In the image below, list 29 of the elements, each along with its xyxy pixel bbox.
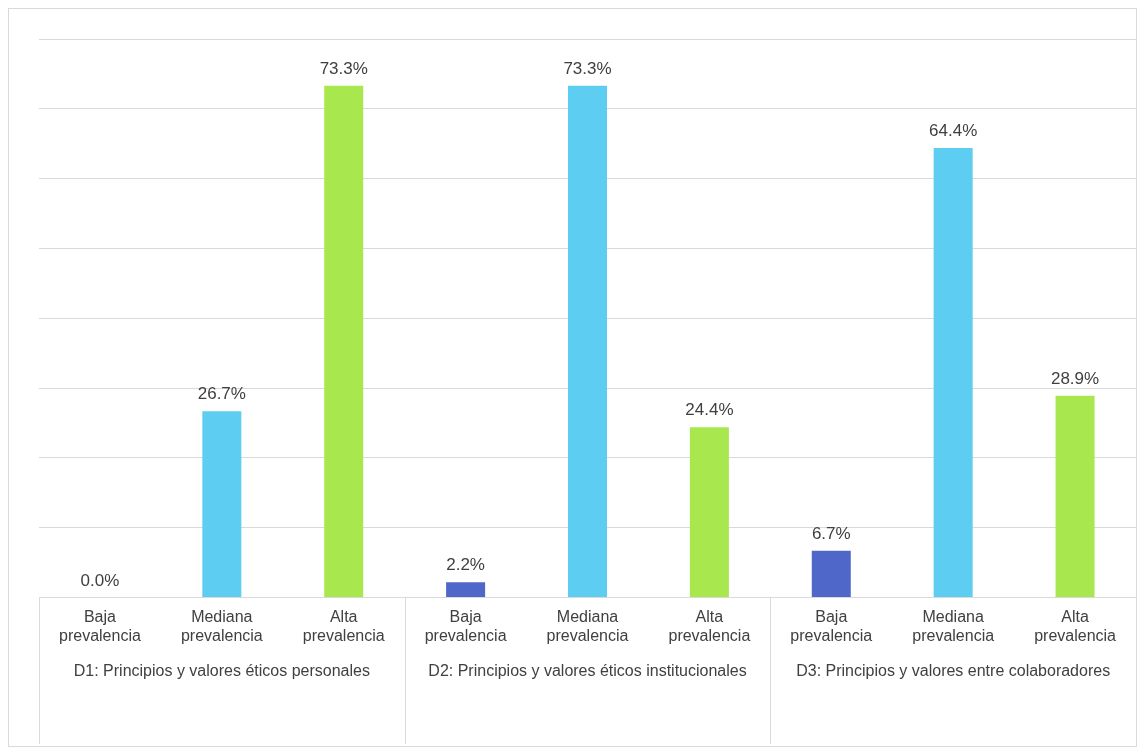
bar	[689, 427, 729, 598]
data-label: 28.9%	[1050, 368, 1100, 388]
bar	[811, 550, 851, 598]
bar	[933, 147, 973, 598]
data-label: 0.0%	[80, 570, 120, 590]
bar	[446, 582, 486, 598]
data-label: 24.4%	[685, 400, 734, 420]
data-label: 26.7%	[197, 384, 246, 404]
data-label: 64.4%	[929, 121, 978, 141]
text: D1: Principios y valores éticos personales	[73, 662, 370, 680]
x-tick-label: Alta prevalencia	[1034, 607, 1117, 644]
x-tick-label: Alta prevalencia	[302, 607, 385, 644]
x-tick-label: Mediana prevalencia	[180, 607, 263, 644]
x-tick-label: Mediana prevalencia	[912, 607, 995, 644]
x-tick-label: Baja prevalencia	[424, 607, 507, 644]
bar	[202, 411, 242, 598]
x-tick-label: Alta prevalencia	[668, 607, 751, 644]
bar	[324, 85, 364, 598]
data-label: 6.7%	[811, 524, 851, 543]
text: D2: Principios y valores éticos institucionales	[428, 662, 747, 680]
bar	[568, 85, 607, 598]
bar	[1055, 395, 1095, 598]
text: D3: Principios y valores entre colaboradores	[796, 662, 1111, 680]
data-label: 73.3%	[319, 58, 368, 78]
x-tick-label: Mediana prevalencia	[546, 607, 629, 644]
x-tick-label: Baja prevalencia	[59, 607, 141, 644]
data-label: 73.3%	[563, 58, 612, 78]
data-label: 2.2%	[446, 555, 485, 575]
x-tick-label: Baja prevalencia	[790, 607, 873, 644]
